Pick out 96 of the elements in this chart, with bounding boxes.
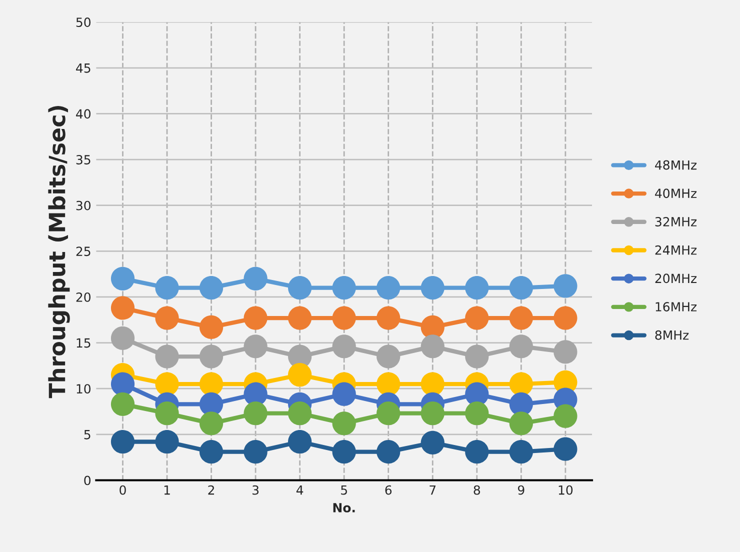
point <box>465 306 489 330</box>
point <box>110 296 135 320</box>
point <box>420 334 444 358</box>
point <box>155 402 179 426</box>
legend-label: 32MHz <box>655 216 697 226</box>
point <box>465 344 489 368</box>
point <box>376 306 400 330</box>
point <box>332 334 356 358</box>
point <box>110 326 135 350</box>
x-tick-label: 6 <box>385 485 392 495</box>
point <box>376 344 400 368</box>
point <box>332 306 356 330</box>
point <box>199 412 224 436</box>
point <box>509 412 533 436</box>
point <box>332 412 356 436</box>
y-tick-label: 10 <box>76 384 91 394</box>
point <box>244 334 268 358</box>
point <box>110 430 135 454</box>
point <box>332 276 356 300</box>
y-tick-label: 35 <box>76 155 90 164</box>
point <box>554 274 578 298</box>
x-tick-label: 1 <box>164 485 170 495</box>
y-tick-label: 0 <box>84 476 91 486</box>
point <box>465 402 489 426</box>
point <box>554 340 578 364</box>
x-tick-label: 4 <box>296 485 304 495</box>
legend-label: 16MHz <box>656 302 697 312</box>
point <box>509 276 533 300</box>
legend-label: 40MHz <box>655 188 697 198</box>
x-tick-label: 10 <box>558 485 573 495</box>
point <box>199 276 224 300</box>
point <box>420 430 444 454</box>
point <box>155 372 179 396</box>
point <box>376 276 400 300</box>
x-tick-label: 7 <box>430 485 436 495</box>
point <box>288 276 312 300</box>
point <box>288 306 312 330</box>
point <box>376 372 400 396</box>
point <box>244 402 268 426</box>
point <box>376 402 400 426</box>
point <box>244 306 268 330</box>
point <box>110 392 135 416</box>
x-axis-title: No. <box>333 503 355 512</box>
point <box>332 382 356 406</box>
y-tick-label: 30 <box>76 200 91 210</box>
x-tick-label: 3 <box>252 485 259 495</box>
point <box>509 392 533 416</box>
x-tick-label: 0 <box>120 485 126 495</box>
point <box>155 430 179 454</box>
point <box>420 276 444 300</box>
legend-label: 48MHz <box>655 160 697 170</box>
x-tick-label: 5 <box>341 485 347 495</box>
point <box>244 440 268 464</box>
x-tick-label: 8 <box>474 485 480 495</box>
point <box>509 334 533 358</box>
y-tick-label: 15 <box>76 338 90 348</box>
legend-label: 24MHz <box>655 245 697 255</box>
point <box>509 306 533 330</box>
point <box>244 266 268 290</box>
point <box>465 276 489 300</box>
point <box>376 440 400 464</box>
point <box>199 372 224 396</box>
y-tick-label: 50 <box>76 18 91 28</box>
legend-label: 8MHz <box>655 330 689 340</box>
y-tick-label: 25 <box>76 246 90 256</box>
point <box>465 382 489 406</box>
point <box>199 440 224 464</box>
y-axis-title: Throughput (Mbits/sec) <box>48 106 70 398</box>
point <box>554 437 578 461</box>
point <box>288 402 312 426</box>
x-tick-label: 9 <box>518 485 524 495</box>
point <box>288 363 312 387</box>
point <box>288 430 312 454</box>
point <box>420 372 444 396</box>
y-tick-label: 20 <box>76 292 91 302</box>
point <box>554 306 578 330</box>
point <box>110 266 135 290</box>
point <box>332 440 356 464</box>
point <box>199 344 224 368</box>
point <box>155 344 179 368</box>
legend-label: 20MHz <box>655 274 697 284</box>
point <box>155 276 179 300</box>
point <box>110 372 135 396</box>
y-tick-label: 45 <box>76 64 90 73</box>
point <box>509 440 533 464</box>
y-tick-label: 5 <box>84 430 90 440</box>
point <box>420 402 444 426</box>
point <box>465 440 489 464</box>
point <box>199 392 224 416</box>
point <box>244 382 268 406</box>
x-tick-label: 2 <box>208 485 214 495</box>
point <box>199 315 224 340</box>
point <box>554 404 578 428</box>
y-tick-label: 40 <box>76 109 91 119</box>
point <box>155 306 179 330</box>
point <box>509 372 533 396</box>
